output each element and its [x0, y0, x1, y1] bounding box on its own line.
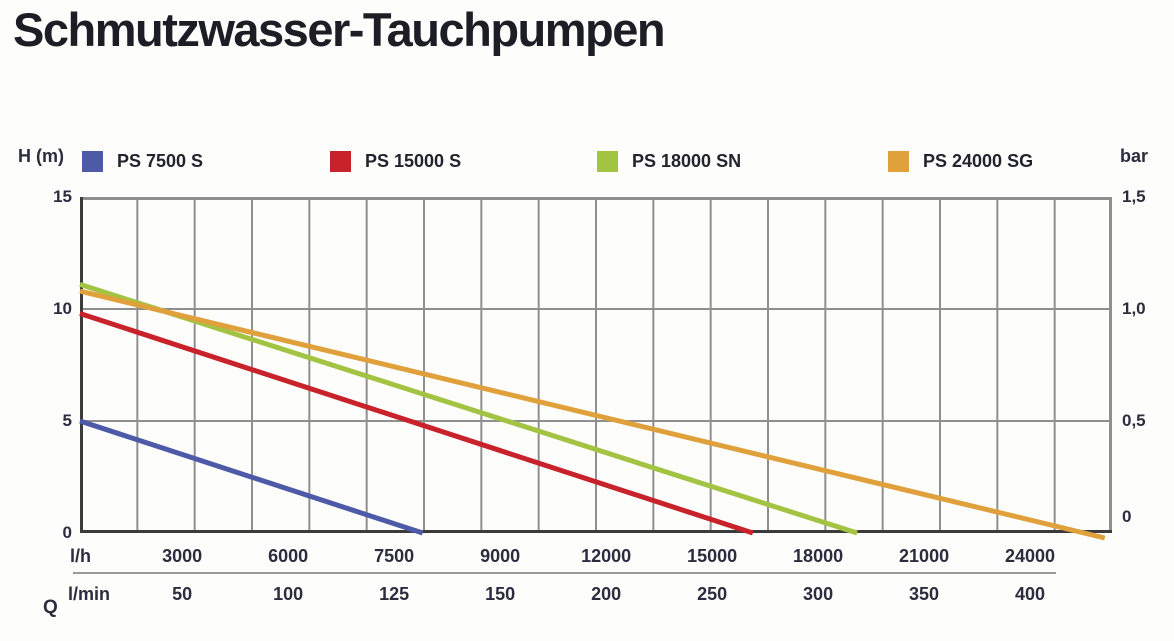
y-axis-right-unit-label: bar: [1120, 146, 1149, 166]
y-tick-right: 1,0: [1122, 299, 1146, 318]
x-tick-lh: 21000: [899, 546, 950, 566]
y-tick-left: 15: [53, 187, 72, 206]
x-tick-lh: 18000: [793, 546, 844, 566]
x-tick-lh: 6000: [268, 546, 309, 566]
legend-swatch-icon: [597, 150, 618, 172]
legend-label: PS 24000 SG: [923, 150, 1034, 171]
x-tick-lh: 24000: [1005, 546, 1056, 566]
legend-swatch-icon: [330, 150, 351, 172]
x-axis-q-letter: Q: [43, 597, 58, 618]
x-tick-lmin: 150: [485, 584, 516, 604]
x-tick-lmin: 100: [273, 584, 304, 604]
x-tick-lh: 9000: [480, 546, 521, 566]
x-tick-lh: 15000: [687, 546, 738, 566]
x-tick-lh: 12000: [581, 546, 632, 566]
x-tick-lmin: 300: [803, 584, 834, 604]
legend-item-ps-24000-sg: PS 24000 SG: [888, 149, 1033, 173]
x-axis-lh-label: l/h: [70, 546, 91, 566]
curve-ps-7500-s: [79, 418, 424, 536]
plot-area: [79, 197, 1112, 541]
legend-item-ps-15000-s: PS 15000 S: [330, 149, 461, 173]
curve-ps-24000-sg: [79, 288, 1106, 541]
legend-label: PS 7500 S: [117, 150, 204, 171]
x-tick-lmin: 50: [172, 584, 193, 604]
curve-ps-18000-sn: [79, 281, 858, 536]
x-tick-lmin: 200: [591, 584, 622, 604]
x-tick-lmin: 400: [1015, 584, 1046, 604]
legend-swatch-icon: [888, 150, 909, 172]
y-tick-right: 0: [1122, 507, 1132, 526]
x-tick-lmin: 350: [909, 584, 940, 604]
curve-ps-15000-s: [79, 311, 754, 536]
y-tick-right: 1,5: [1122, 187, 1146, 206]
x-axis-lmin-label: l/min: [68, 584, 111, 604]
x-tick-lmin: 125: [379, 584, 410, 604]
legend-item-ps-18000-sn: PS 18000 SN: [597, 149, 741, 173]
y-tick-left: 0: [62, 523, 72, 542]
y-tick-right: 0,5: [1122, 411, 1146, 430]
legend-item-ps-7500-s: PS 7500 S: [82, 149, 203, 173]
legend-label: PS 15000 S: [365, 150, 462, 171]
y-axis-left-unit-label: H (m): [18, 146, 64, 166]
legend-label: PS 18000 SN: [632, 150, 742, 171]
legend-swatch-icon: [82, 150, 103, 172]
x-axis-separator-line: [73, 572, 1056, 574]
x-tick-lh: 3000: [162, 546, 203, 566]
y-tick-left: 5: [62, 411, 72, 430]
y-tick-left: 10: [53, 299, 72, 318]
x-tick-lmin: 250: [697, 584, 728, 604]
page-title: Schmutzwasser-Tauchpumpen: [13, 3, 666, 56]
pump-curves-chart: [79, 197, 1112, 541]
x-tick-lh: 7500: [374, 546, 415, 566]
